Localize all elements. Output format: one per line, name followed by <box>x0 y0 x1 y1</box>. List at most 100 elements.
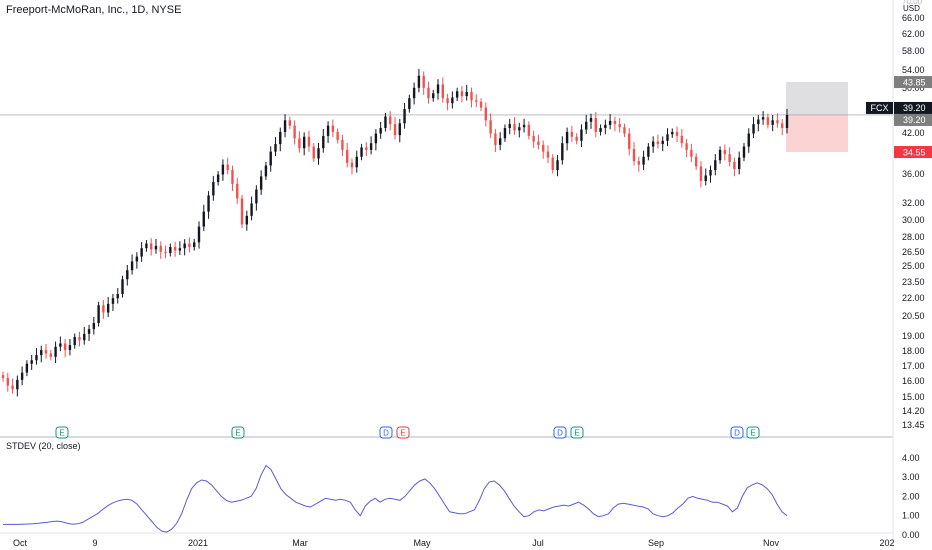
candle-body <box>350 162 354 168</box>
candle-body <box>369 143 373 150</box>
price-tick-label: 58.00 <box>902 46 925 56</box>
candle-body <box>699 166 703 182</box>
event-marker-e[interactable]: E <box>396 426 410 439</box>
candle-body <box>709 169 712 176</box>
candle-body <box>704 175 707 182</box>
price-tick-label: 66.00 <box>902 13 925 23</box>
event-marker-d[interactable]: D <box>379 426 393 439</box>
price-tick-label: 42.00 <box>902 128 925 138</box>
event-marker-e[interactable]: E <box>231 426 245 439</box>
candle-body <box>776 120 779 124</box>
stop-price-badge-bg <box>894 146 932 159</box>
candle-body <box>680 135 684 144</box>
candle-body <box>694 156 698 167</box>
candle-body <box>728 154 731 162</box>
candle-body <box>322 135 325 149</box>
price-tick-label: 28.00 <box>902 232 925 242</box>
candle-body <box>508 124 511 128</box>
candle-body <box>580 129 583 141</box>
candle-body <box>393 124 397 136</box>
candle-body <box>470 91 473 101</box>
candle-body <box>126 270 129 280</box>
time-tick-label: Jul <box>532 538 544 548</box>
loss-zone <box>786 114 848 153</box>
price-axis[interactable]: 66.0062.0058.0054.0050.0046.0042.0036.00… <box>902 0 925 430</box>
candle-body <box>326 125 330 136</box>
candle-body <box>264 165 268 177</box>
candle-body <box>1 375 5 379</box>
candle-body <box>718 149 722 161</box>
candle-body <box>135 256 139 262</box>
price-tick-label: 30.00 <box>902 215 925 225</box>
stop-price-badge-value: 34.55 <box>903 148 926 158</box>
candle-body <box>226 164 229 170</box>
event-marker-badge <box>55 426 69 439</box>
candle-body <box>231 169 234 184</box>
price-tick-label: 25.00 <box>902 261 925 271</box>
stdev-line[interactable] <box>3 464 788 533</box>
candle-body <box>479 101 483 108</box>
candle-body <box>68 345 72 351</box>
time-axis[interactable]: Oct 9 2021 Mar May Jul Sep Nov 202 <box>13 538 895 548</box>
candle-body <box>551 157 554 170</box>
candle-body <box>183 243 186 249</box>
candle-body <box>742 146 746 158</box>
candle-body <box>92 322 96 330</box>
event-marker-label: D <box>734 429 740 438</box>
event-marker-label: E <box>400 429 405 438</box>
indicator-tick-label: 4.00 <box>902 453 920 463</box>
candle-body <box>302 136 306 149</box>
event-marker-d[interactable]: D <box>730 426 744 439</box>
candlestick-series[interactable] <box>1 68 789 397</box>
candle-body <box>417 75 421 88</box>
candle-body <box>173 247 177 251</box>
candle-body <box>97 305 100 323</box>
candle-body <box>111 298 115 304</box>
candle-body <box>575 136 578 141</box>
candle-body <box>651 141 655 147</box>
candle-body <box>341 139 344 150</box>
candle-body <box>164 251 167 253</box>
profit-zone <box>786 82 848 115</box>
price-tick-label: 14.20 <box>902 406 925 416</box>
currency-label: USD <box>903 4 920 13</box>
candle-body <box>283 120 287 132</box>
indicator-title[interactable]: STDEV (20, close) <box>6 441 81 451</box>
candle-body <box>752 124 755 134</box>
event-marker-e[interactable]: E <box>570 426 584 439</box>
candle-body <box>723 149 727 155</box>
entry-price-badge-value: 39.20 <box>903 115 926 125</box>
candle-body <box>494 133 497 145</box>
candle-body <box>451 97 454 104</box>
candle-body <box>398 123 401 136</box>
candle-body <box>642 156 645 165</box>
candle-body <box>585 121 588 130</box>
event-marker-label: E <box>750 429 755 438</box>
candle-body <box>546 151 550 158</box>
candle-body <box>298 138 301 149</box>
candle-body <box>647 146 650 157</box>
candle-body <box>116 294 119 299</box>
event-marker-e[interactable]: E <box>746 426 760 439</box>
last-price-badge-bg <box>894 101 932 114</box>
ticker-badge-bg <box>866 101 893 114</box>
candle-body <box>661 140 664 145</box>
event-marker-d[interactable]: D <box>553 426 567 439</box>
event-marker-e[interactable]: E <box>55 426 69 439</box>
indicator-axis[interactable]: 4.00 3.00 2.00 1.00 0.00 <box>902 453 920 540</box>
time-tick-label: 2021 <box>188 538 208 548</box>
symbol-title[interactable]: Freeport-McMoRan, Inc., 1D, NYSE <box>6 4 182 16</box>
time-tick-label: Nov <box>763 538 780 548</box>
long-position-tool[interactable] <box>786 82 848 153</box>
candle-body <box>628 133 631 150</box>
candle-body <box>130 261 134 271</box>
candle-body <box>6 378 9 386</box>
candle-body <box>336 131 339 140</box>
candle-body <box>212 181 215 196</box>
candle-body <box>527 124 531 136</box>
candle-body <box>747 133 750 147</box>
candle-body <box>503 127 507 139</box>
candle-body <box>63 343 67 351</box>
